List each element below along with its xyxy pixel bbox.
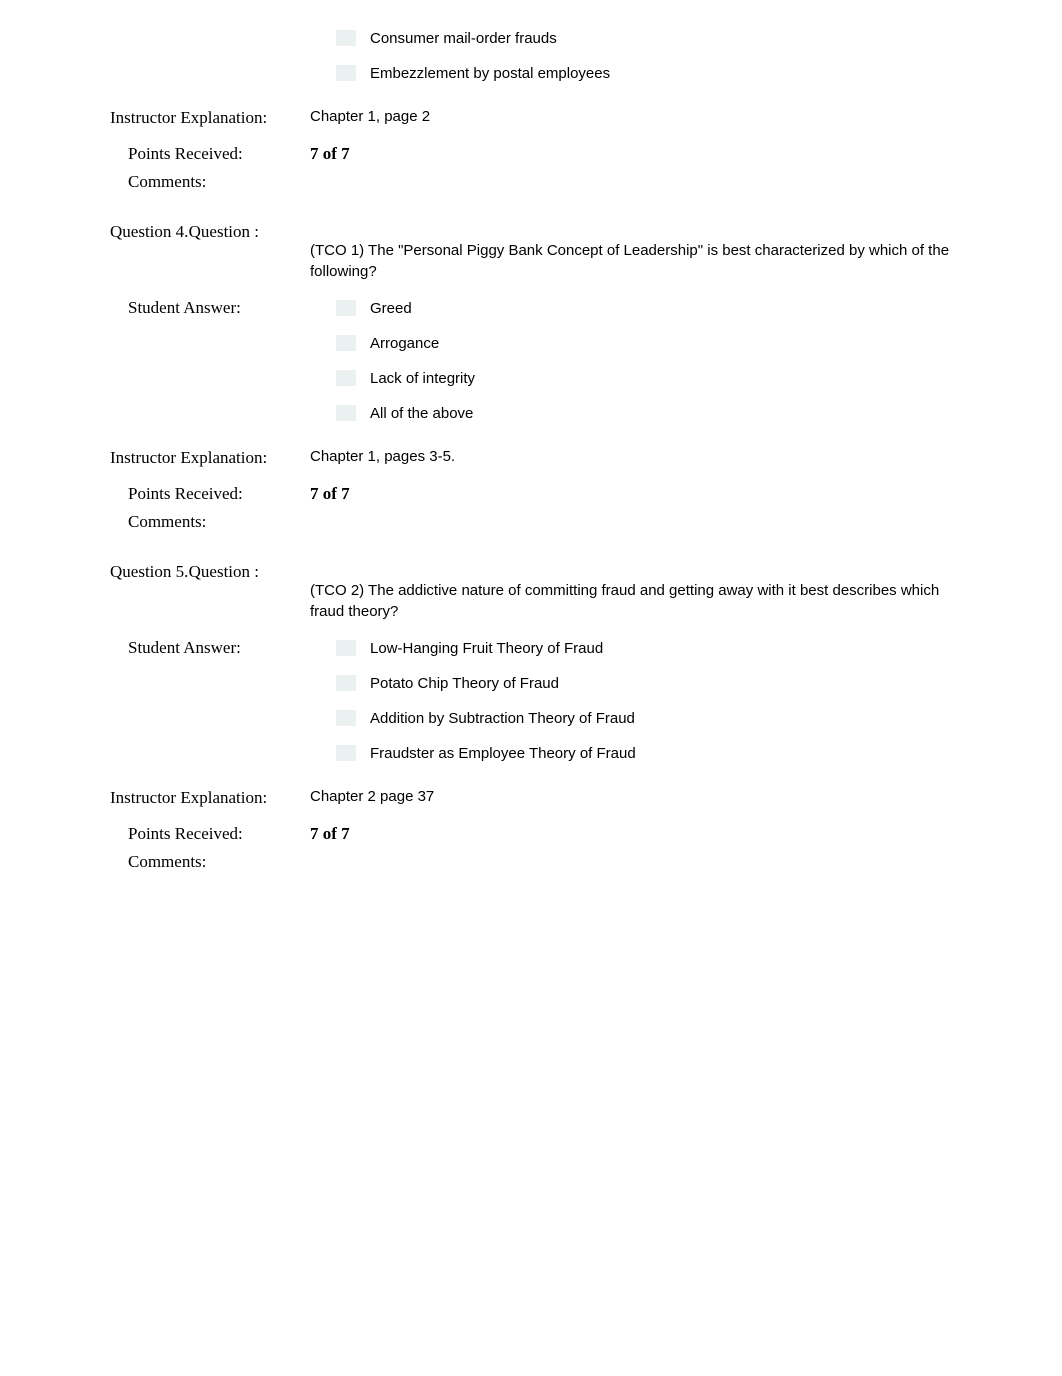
question-label: Question : xyxy=(189,222,259,241)
answer-text: Arrogance xyxy=(370,335,439,352)
comments-row: Comments: xyxy=(110,172,952,192)
answer-text: All of the above xyxy=(370,405,473,422)
question-num-text: Question 5 xyxy=(110,562,184,581)
previous-question-answers: Consumer mail-order frauds Embezzlement … xyxy=(310,30,952,82)
points-received-value: 7 of 7 xyxy=(310,824,952,844)
dot: . xyxy=(184,562,188,581)
comments-label: Comments: xyxy=(110,172,310,192)
instructor-explanation-label: Instructor Explanation: xyxy=(110,448,310,468)
points-received-row: Points Received: 7 of 7 xyxy=(110,824,952,844)
answer-option: Addition by Subtraction Theory of Fraud xyxy=(336,710,952,727)
answer-text: Consumer mail-order frauds xyxy=(370,30,557,47)
instructor-explanation-value: Chapter 1, pages 3-5. xyxy=(310,448,952,468)
comments-row: Comments: xyxy=(110,852,952,872)
radio-icon xyxy=(336,745,356,761)
instructor-explanation-label: Instructor Explanation: xyxy=(110,788,310,808)
question-5-header: Question 5. Question : (TCO 2) The addic… xyxy=(110,562,952,622)
question-label: Question : xyxy=(189,562,259,581)
radio-icon xyxy=(336,300,356,316)
question-text: (TCO 1) The "Personal Piggy Bank Concept… xyxy=(310,222,952,282)
radio-icon xyxy=(336,640,356,656)
instructor-explanation-value: Chapter 1, page 2 xyxy=(310,108,952,128)
points-received-value: 7 of 7 xyxy=(310,144,952,164)
comments-label: Comments: xyxy=(110,852,310,872)
answer-list: Greed Arrogance Lack of integrity All of… xyxy=(310,298,952,440)
answer-text: Fraudster as Employee Theory of Fraud xyxy=(370,745,636,762)
radio-icon xyxy=(336,30,356,46)
answer-option: Lack of integrity xyxy=(336,370,952,387)
instructor-explanation-row: Instructor Explanation: Chapter 1, pages… xyxy=(110,448,952,468)
answer-text: Embezzlement by postal employees xyxy=(370,65,610,82)
answer-option: Embezzlement by postal employees xyxy=(336,65,952,82)
answer-option: Consumer mail-order frauds xyxy=(336,30,952,47)
radio-icon xyxy=(336,405,356,421)
instructor-explanation-value: Chapter 2 page 37 xyxy=(310,788,952,808)
question-4-header: Question 4. Question : (TCO 1) The "Pers… xyxy=(110,222,952,282)
points-received-value: 7 of 7 xyxy=(310,484,952,504)
radio-icon xyxy=(336,675,356,691)
comments-label: Comments: xyxy=(110,512,310,532)
question-number: Question 5. Question : xyxy=(110,562,310,582)
answer-text: Potato Chip Theory of Fraud xyxy=(370,675,559,692)
answer-option: All of the above xyxy=(336,405,952,422)
answer-text: Greed xyxy=(370,300,412,317)
answer-option: Low-Hanging Fruit Theory of Fraud xyxy=(336,640,952,657)
points-received-row: Points Received: 7 of 7 xyxy=(110,484,952,504)
student-answer-label: Student Answer: xyxy=(110,298,310,440)
comments-value xyxy=(310,172,952,192)
radio-icon xyxy=(336,710,356,726)
question-text: (TCO 2) The addictive nature of committi… xyxy=(310,562,952,622)
dot: . xyxy=(184,222,188,241)
points-received-row: Points Received: 7 of 7 xyxy=(110,144,952,164)
student-answer-section: Student Answer: Low-Hanging Fruit Theory… xyxy=(110,638,952,780)
answer-option: Greed xyxy=(336,300,952,317)
comments-value xyxy=(310,852,952,872)
radio-icon xyxy=(336,335,356,351)
student-answer-label: Student Answer: xyxy=(110,638,310,780)
points-received-label: Points Received: xyxy=(110,144,310,164)
points-received-label: Points Received: xyxy=(110,824,310,844)
comments-row: Comments: xyxy=(110,512,952,532)
instructor-explanation-label: Instructor Explanation: xyxy=(110,108,310,128)
student-answer-section: Student Answer: Greed Arrogance Lack of … xyxy=(110,298,952,440)
points-received-label: Points Received: xyxy=(110,484,310,504)
question-number: Question 4. Question : xyxy=(110,222,310,242)
answer-option: Arrogance xyxy=(336,335,952,352)
answer-option: Fraudster as Employee Theory of Fraud xyxy=(336,745,952,762)
radio-icon xyxy=(336,65,356,81)
radio-icon xyxy=(336,370,356,386)
instructor-explanation-row: Instructor Explanation: Chapter 2 page 3… xyxy=(110,788,952,808)
answer-text: Lack of integrity xyxy=(370,370,475,387)
answer-option: Potato Chip Theory of Fraud xyxy=(336,675,952,692)
instructor-explanation-row: Instructor Explanation: Chapter 1, page … xyxy=(110,108,952,128)
answer-list: Low-Hanging Fruit Theory of Fraud Potato… xyxy=(310,638,952,780)
question-num-text: Question 4 xyxy=(110,222,184,241)
answer-text: Low-Hanging Fruit Theory of Fraud xyxy=(370,640,603,657)
comments-value xyxy=(310,512,952,532)
answer-text: Addition by Subtraction Theory of Fraud xyxy=(370,710,635,727)
